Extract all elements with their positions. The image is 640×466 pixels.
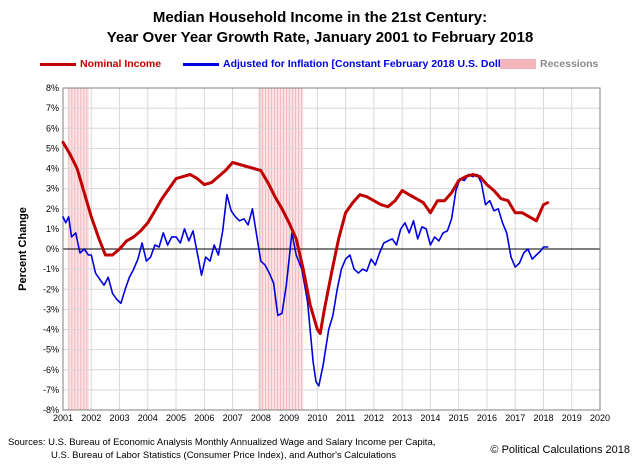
- legend: Nominal Income Adjusted for Inflation [C…: [0, 58, 640, 72]
- x-tick-label: 2012: [364, 413, 384, 423]
- x-tick-label: 2010: [307, 413, 327, 423]
- legend-label-recessions: Recessions: [540, 58, 599, 70]
- legend-label-nominal: Nominal Income: [80, 58, 162, 70]
- sources-line-1: Sources: U.S. Bureau of Economic Analysi…: [8, 437, 436, 448]
- x-tick-label: 2005: [166, 413, 186, 423]
- y-tick-label: -1%: [43, 264, 59, 274]
- y-tick-label: -7%: [43, 385, 59, 395]
- y-tick-label: -4%: [43, 325, 59, 335]
- y-tick-label: -8%: [43, 405, 59, 415]
- legend-item-inflation-adjusted: Adjusted for Inflation [Constant Februar…: [183, 58, 520, 70]
- y-tick-label: 6%: [46, 123, 59, 133]
- x-tick-label: 2011: [336, 413, 355, 423]
- x-tick-label: 2002: [81, 413, 101, 423]
- y-tick-label: -2%: [43, 284, 59, 294]
- legend-item-nominal: Nominal Income: [40, 58, 161, 70]
- y-tick-label: 4%: [46, 164, 59, 174]
- y-tick-label: -6%: [43, 365, 59, 375]
- x-tick-label: 2019: [562, 413, 582, 423]
- sources-line-2: U.S. Bureau of Labor Statistics (Consume…: [51, 450, 397, 461]
- x-tick-label: 2014: [420, 413, 440, 423]
- sources-note: Sources: U.S. Bureau of Economic Analysi…: [8, 436, 435, 462]
- legend-swatch-nominal: [40, 62, 76, 66]
- chart-title: Median Household Income in the 21st Cent…: [152, 9, 488, 26]
- legend-swatch-inflation-adjusted: [183, 62, 219, 66]
- y-tick-label: 5%: [46, 143, 59, 153]
- series-line-nominal-income: [61, 140, 550, 335]
- x-tick-label: 2020: [590, 413, 610, 423]
- x-tick-label: 2009: [279, 413, 299, 423]
- y-tick-label: -5%: [43, 345, 59, 355]
- x-tick-label: 2016: [477, 413, 497, 423]
- x-tick-label: 2006: [194, 413, 214, 423]
- x-tick-label: 2008: [251, 413, 271, 423]
- x-tick-label: 2004: [138, 413, 158, 423]
- y-tick-label: 0%: [46, 244, 59, 254]
- chart-subtitle: Year Over Year Growth Rate, January 2001…: [106, 29, 534, 46]
- y-tick-label: 1%: [46, 224, 59, 234]
- y-tick-label: 2%: [46, 204, 59, 214]
- legend-swatch-recessions: [500, 59, 536, 69]
- legend-item-recessions: Recessions: [500, 58, 598, 70]
- x-tick-label: 2015: [449, 413, 469, 423]
- y-tick-label: 8%: [46, 83, 59, 93]
- x-tick-label: 2013: [392, 413, 412, 423]
- x-tick-label: 2018: [533, 413, 553, 423]
- x-tick-label: 2007: [223, 413, 243, 423]
- y-tick-label: -3%: [43, 304, 59, 314]
- x-tick-label: 2001: [53, 413, 73, 423]
- y-axis-label: Percent Change: [17, 207, 29, 291]
- x-tick-label: 2017: [505, 413, 525, 423]
- plot-frame: [62, 87, 601, 411]
- y-tick-label: 3%: [46, 184, 59, 194]
- x-tick-label: 2003: [110, 413, 130, 423]
- legend-label-inflation-adjusted: Adjusted for Inflation [Constant Februar…: [223, 58, 520, 70]
- y-tick-label: 7%: [46, 103, 59, 113]
- copyright-note: © Political Calculations 2018: [490, 444, 630, 456]
